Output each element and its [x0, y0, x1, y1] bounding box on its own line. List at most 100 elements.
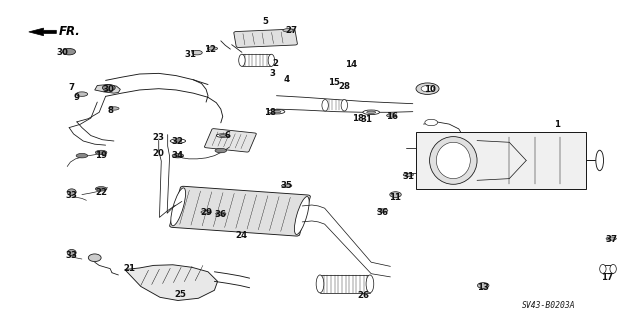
Text: 21: 21 [124, 264, 135, 273]
Ellipse shape [596, 150, 604, 171]
Ellipse shape [272, 110, 281, 113]
Text: 11: 11 [390, 193, 401, 202]
Text: 16: 16 [386, 112, 397, 121]
FancyBboxPatch shape [170, 186, 310, 236]
Polygon shape [416, 132, 586, 189]
Ellipse shape [239, 54, 245, 66]
Ellipse shape [477, 283, 489, 288]
Ellipse shape [102, 85, 115, 91]
Text: 30: 30 [57, 48, 68, 57]
Polygon shape [125, 265, 218, 300]
Text: 3: 3 [269, 69, 275, 78]
Text: 23: 23 [153, 133, 164, 142]
Ellipse shape [63, 48, 76, 55]
Ellipse shape [425, 119, 438, 126]
Text: 2: 2 [272, 59, 278, 68]
Ellipse shape [172, 153, 184, 158]
Ellipse shape [192, 50, 202, 55]
Text: 14: 14 [345, 60, 356, 69]
Ellipse shape [171, 188, 186, 226]
Text: 4: 4 [284, 75, 290, 84]
Text: 37: 37 [605, 235, 617, 244]
Ellipse shape [268, 109, 285, 114]
Ellipse shape [421, 85, 434, 92]
Text: 8: 8 [107, 106, 113, 115]
Text: 18: 18 [264, 108, 276, 117]
Text: 18: 18 [353, 114, 364, 122]
Text: 29: 29 [200, 208, 212, 217]
Ellipse shape [201, 211, 211, 214]
Ellipse shape [610, 264, 616, 273]
FancyBboxPatch shape [204, 129, 257, 152]
Text: 34: 34 [172, 151, 184, 160]
Ellipse shape [220, 135, 226, 137]
Text: 6: 6 [224, 131, 230, 140]
Ellipse shape [316, 275, 324, 293]
Text: 10: 10 [424, 85, 436, 94]
Ellipse shape [109, 107, 119, 110]
Text: 22: 22 [95, 188, 107, 197]
Text: SV43-B0203A: SV43-B0203A [522, 301, 575, 310]
Ellipse shape [76, 153, 88, 158]
Text: 36: 36 [377, 208, 388, 217]
Polygon shape [29, 28, 56, 36]
Ellipse shape [207, 47, 218, 50]
Ellipse shape [322, 100, 328, 111]
Ellipse shape [378, 209, 388, 212]
Text: 27: 27 [285, 26, 297, 35]
Ellipse shape [363, 110, 380, 115]
Ellipse shape [387, 114, 397, 117]
Ellipse shape [606, 237, 616, 240]
Text: FR.: FR. [59, 26, 81, 38]
Text: 32: 32 [172, 137, 184, 146]
Text: 25: 25 [175, 290, 186, 299]
Text: 9: 9 [74, 93, 80, 102]
Ellipse shape [216, 212, 226, 215]
Text: 30: 30 [103, 85, 115, 94]
Ellipse shape [170, 139, 186, 143]
Ellipse shape [390, 192, 401, 197]
FancyBboxPatch shape [234, 29, 298, 48]
Text: 28: 28 [339, 82, 350, 91]
Ellipse shape [67, 189, 76, 195]
Ellipse shape [216, 134, 229, 137]
Ellipse shape [429, 137, 477, 184]
Ellipse shape [416, 83, 439, 94]
Ellipse shape [67, 249, 76, 256]
Ellipse shape [282, 184, 292, 187]
Text: 15: 15 [328, 78, 340, 87]
Text: 17: 17 [601, 273, 612, 282]
Text: 31: 31 [403, 172, 414, 181]
Text: 1: 1 [554, 120, 560, 129]
Ellipse shape [367, 111, 376, 114]
Text: 24: 24 [236, 231, 248, 240]
Text: 33: 33 [66, 191, 77, 200]
Text: 19: 19 [95, 151, 107, 160]
Ellipse shape [294, 197, 309, 234]
Ellipse shape [215, 148, 227, 153]
Text: 36: 36 [215, 210, 227, 219]
Ellipse shape [95, 187, 107, 191]
Ellipse shape [366, 275, 374, 293]
Ellipse shape [88, 254, 101, 262]
Text: 33: 33 [66, 251, 77, 260]
Ellipse shape [268, 54, 275, 66]
Ellipse shape [600, 264, 606, 273]
Text: 31: 31 [185, 50, 196, 59]
Ellipse shape [95, 150, 107, 155]
Text: 35: 35 [281, 181, 292, 190]
Text: 12: 12 [204, 45, 216, 54]
Text: 26: 26 [358, 291, 369, 300]
Ellipse shape [283, 29, 293, 32]
Ellipse shape [403, 173, 413, 176]
Text: 13: 13 [477, 283, 489, 292]
Ellipse shape [174, 140, 182, 142]
Text: 7: 7 [68, 83, 75, 92]
Text: 20: 20 [153, 149, 164, 158]
Text: 31: 31 [360, 115, 372, 124]
Ellipse shape [436, 142, 470, 179]
Ellipse shape [76, 92, 88, 96]
Text: 5: 5 [262, 17, 269, 26]
Polygon shape [95, 85, 120, 93]
Ellipse shape [341, 100, 348, 111]
